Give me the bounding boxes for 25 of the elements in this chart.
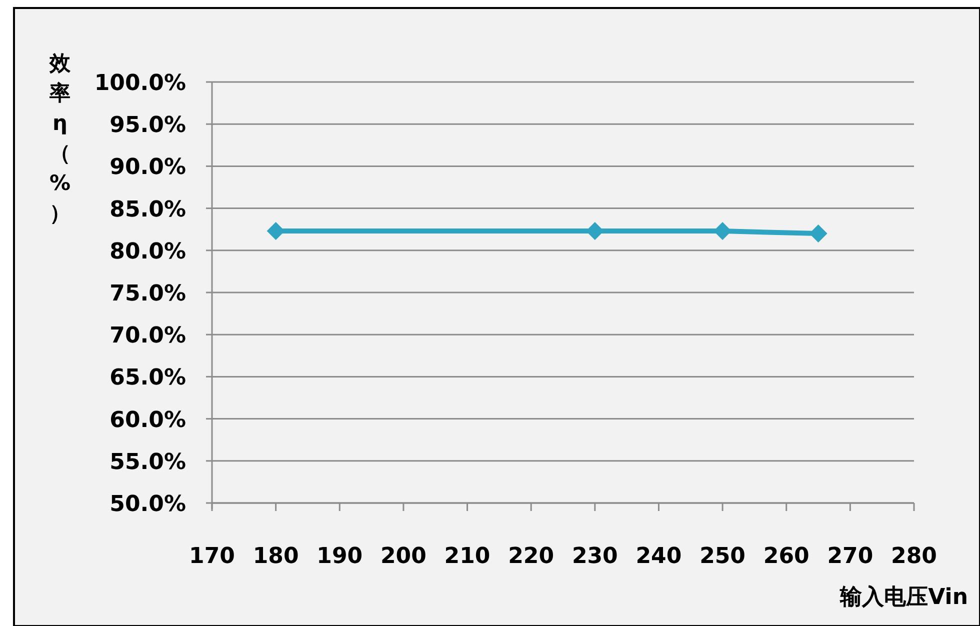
x-tick-label: 280 — [891, 544, 937, 569]
y-tick-label: 100.0% — [94, 71, 186, 96]
y-tick-label: 70.0% — [110, 324, 186, 349]
x-tick-label: 270 — [827, 544, 874, 569]
y-tick-label: 60.0% — [110, 408, 186, 433]
y-tick-label: 55.0% — [110, 450, 186, 475]
x-tick-label: 210 — [444, 544, 490, 569]
y-tick-label: 80.0% — [110, 239, 186, 264]
x-tick-label: 190 — [316, 544, 363, 569]
y-tick-label: 50.0% — [110, 492, 186, 517]
x-tick-label: 170 — [189, 544, 235, 569]
x-tick-label: 240 — [636, 544, 682, 569]
x-tick-label: 220 — [508, 544, 554, 569]
x-tick-label: 250 — [700, 544, 746, 569]
x-axis-title: 输入电压Vin — [839, 585, 968, 610]
y-tick-label: 85.0% — [110, 197, 186, 222]
x-tick-label: 200 — [380, 544, 426, 569]
x-tick-label: 180 — [252, 544, 299, 569]
y-axis-title: 效率η（%） — [48, 51, 72, 225]
y-tick-label: 90.0% — [110, 155, 186, 180]
y-tick-label: 75.0% — [110, 282, 186, 306]
y-tick-label: 95.0% — [110, 113, 186, 138]
x-tick-label: 230 — [572, 544, 618, 569]
y-tick-label: 65.0% — [110, 366, 186, 391]
x-tick-label: 260 — [763, 544, 810, 569]
